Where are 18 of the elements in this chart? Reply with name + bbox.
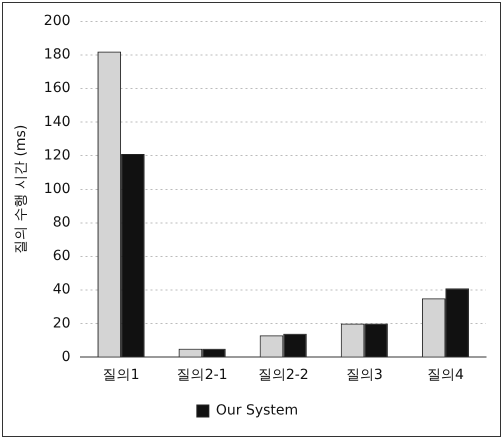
- y-tick-label: 0: [62, 348, 71, 365]
- y-tick-label: 60: [52, 248, 71, 264]
- y-tick-label: 160: [44, 80, 71, 96]
- y-tick-label: 180: [44, 46, 71, 63]
- x-tick-label: 질의2-1: [176, 367, 228, 384]
- y-tick-label: 140: [44, 114, 71, 130]
- y-axis-title: 질의 수행 시간 (ms): [13, 124, 30, 254]
- x-tick-label: 질의3: [346, 367, 383, 384]
- y-tick-label: 200: [44, 13, 71, 30]
- y-tick-label: 100: [44, 180, 71, 197]
- y-tick-label: 120: [44, 147, 71, 164]
- legend-label: Our System: [216, 402, 298, 419]
- y-tick-label: 80: [52, 214, 71, 231]
- x-tick-label: 질의4: [426, 367, 464, 384]
- y-tick-label: 40: [52, 282, 71, 298]
- x-tick-label: 질의2-2: [258, 367, 309, 384]
- y-tick-label: 20: [52, 315, 71, 332]
- x-tick-label: 질의1: [102, 367, 140, 384]
